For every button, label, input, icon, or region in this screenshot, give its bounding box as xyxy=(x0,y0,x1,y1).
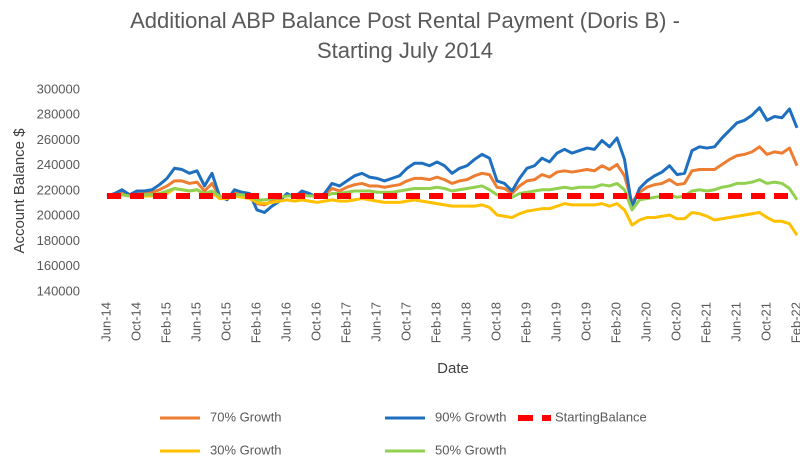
y-tick-label: 200000 xyxy=(37,208,80,223)
legend-item: StartingBalance xyxy=(518,409,647,424)
y-tick-label: 240000 xyxy=(37,157,80,172)
x-axis-title: Date xyxy=(437,360,469,377)
chart-title: Additional ABP Balance Post Rental Payme… xyxy=(130,8,680,33)
x-tick-label: Oct-19 xyxy=(578,302,593,341)
y-tick-label: 140000 xyxy=(37,283,80,298)
legend-item: 30% Growth xyxy=(160,442,282,457)
legend-label: 70% Growth xyxy=(210,409,282,424)
y-axis-title: Account Balance $ xyxy=(11,128,28,254)
x-tick-label: Feb-20 xyxy=(608,302,623,343)
legend-item: 90% Growth xyxy=(385,409,507,424)
legend-item: 70% Growth xyxy=(160,409,282,424)
y-tick-label: 260000 xyxy=(37,132,80,147)
legend-label: 30% Growth xyxy=(210,442,282,457)
x-tick-label: Feb-22 xyxy=(788,302,800,343)
y-tick-label: 180000 xyxy=(37,233,80,248)
x-tick-label: Jun-14 xyxy=(98,302,113,342)
x-tick-label: Oct-20 xyxy=(668,302,683,341)
legend-label: 50% Growth xyxy=(435,442,507,457)
x-tick-label: Jun-19 xyxy=(548,302,563,342)
x-tick-label: Jun-20 xyxy=(638,302,653,342)
x-tick-label: Jun-17 xyxy=(368,302,383,342)
y-tick-label: 280000 xyxy=(37,107,80,122)
x-tick-label: Feb-16 xyxy=(248,302,263,343)
x-tick-label: Oct-14 xyxy=(128,302,143,341)
chart-title: Starting July 2014 xyxy=(317,38,493,63)
x-tick-label: Jun-21 xyxy=(728,302,743,342)
x-tick-label: Jun-18 xyxy=(458,302,473,342)
x-tick-label: Jun-16 xyxy=(278,302,293,342)
legend-item: 50% Growth xyxy=(385,442,507,457)
x-tick-label: Feb-15 xyxy=(158,302,173,343)
x-tick-label: Feb-17 xyxy=(338,302,353,343)
y-tick-label: 220000 xyxy=(37,182,80,197)
legend-label: 90% Growth xyxy=(435,409,507,424)
x-tick-label: Feb-19 xyxy=(518,302,533,343)
x-tick-label: Oct-16 xyxy=(308,302,323,341)
x-tick-label: Oct-18 xyxy=(488,302,503,341)
x-tick-label: Jun-15 xyxy=(188,302,203,342)
x-tick-label: Feb-18 xyxy=(428,302,443,343)
x-tick-label: Oct-21 xyxy=(758,302,773,341)
x-tick-label: Oct-17 xyxy=(398,302,413,341)
x-tick-label: Feb-21 xyxy=(698,302,713,343)
legend-label: StartingBalance xyxy=(555,409,647,424)
x-tick-label: Oct-15 xyxy=(218,302,233,341)
y-tick-label: 300000 xyxy=(37,81,80,96)
y-tick-label: 160000 xyxy=(37,258,80,273)
